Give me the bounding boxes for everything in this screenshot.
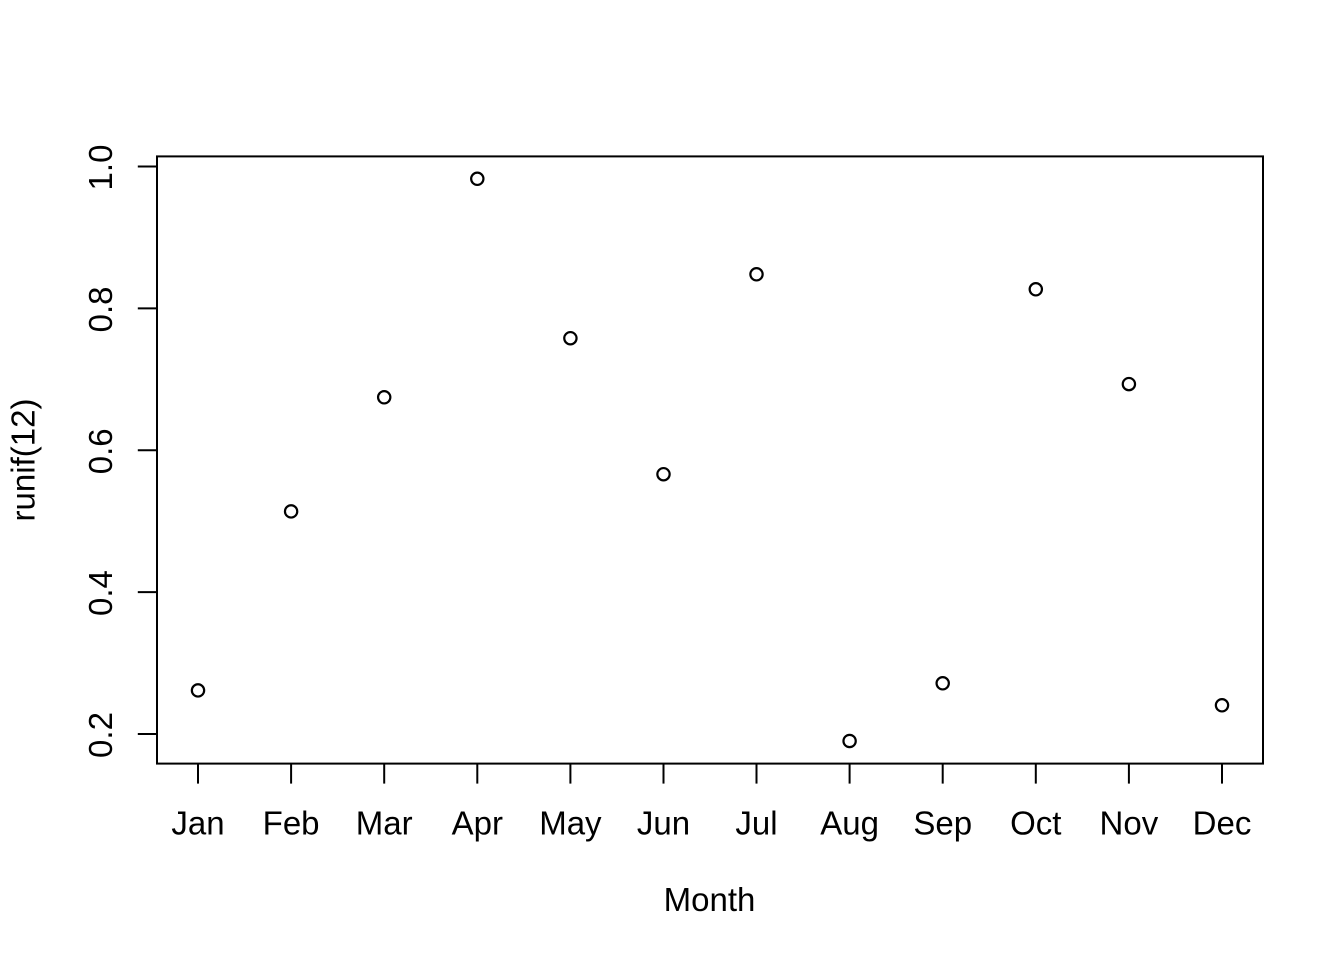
- svg-text:Mar: Mar: [356, 804, 413, 841]
- svg-text:Oct: Oct: [1010, 804, 1061, 841]
- svg-text:1.0: 1.0: [82, 145, 119, 191]
- svg-text:0.6: 0.6: [82, 428, 119, 474]
- svg-text:Month: Month: [664, 881, 756, 918]
- svg-text:Apr: Apr: [452, 804, 503, 841]
- svg-text:Aug: Aug: [820, 804, 879, 841]
- svg-text:Jul: Jul: [735, 804, 777, 841]
- svg-text:Nov: Nov: [1100, 804, 1159, 841]
- svg-text:Sep: Sep: [913, 804, 972, 841]
- svg-text:0.2: 0.2: [82, 712, 119, 758]
- svg-text:May: May: [539, 804, 602, 841]
- svg-text:0.8: 0.8: [82, 286, 119, 332]
- svg-text:Jun: Jun: [637, 804, 690, 841]
- svg-text:Jan: Jan: [171, 804, 224, 841]
- svg-text:runif(12): runif(12): [5, 399, 42, 522]
- svg-text:Dec: Dec: [1193, 804, 1252, 841]
- svg-text:Feb: Feb: [263, 804, 320, 841]
- svg-text:0.4: 0.4: [82, 570, 119, 616]
